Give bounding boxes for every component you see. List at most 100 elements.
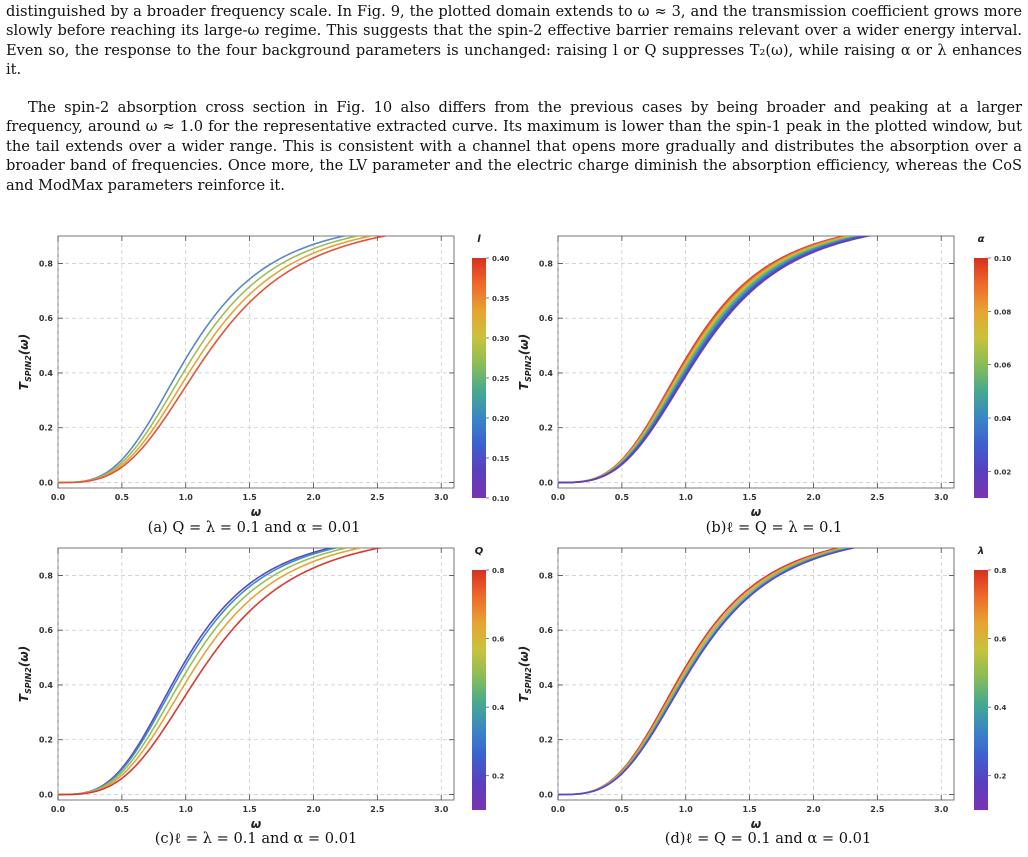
x-tick-label: 0.0 [51,493,66,502]
y-axis-label-main: T [17,381,31,390]
colorbar [974,258,988,498]
x-tick-label: 2.5 [870,493,885,502]
series-curve [58,236,376,484]
colorbar-tick-label: 0.02 [994,468,1011,476]
x-tick-label: 1.0 [179,805,194,814]
plot-panel-a: 0.0 0.5 1.0 1.5 2.0 2.5 3.0 0.0 0.2 0.4 0.6 0.8 ω TSP… [17,234,509,519]
colorbar-tick-label: 0.6 [994,636,1007,644]
y-axis-label-main: T [17,693,31,702]
caption-c: (c)ℓ = λ = 0.1 and α = 0.01 [154,830,358,847]
y-tick-label: 0.2 [539,424,553,433]
x-tick-label: 2.0 [806,805,821,814]
x-tick-label: 3.0 [934,493,949,502]
colorbar-tick-label: 0.8 [994,567,1007,575]
x-tick-label: 1.0 [679,493,694,502]
y-tick-label: 0.2 [39,424,53,433]
y-tick-label: 0.0 [39,479,54,488]
y-axis-label-main: T [517,693,531,702]
y-tick-label: 0.6 [39,314,54,323]
y-axis-label: TSPIN2(ω) [517,646,533,702]
x-tick-label: 1.5 [243,493,258,502]
y-axis-label-arg: (ω) [17,334,31,355]
series-curve [58,548,384,796]
colorbar-tick-label: 0.15 [492,455,509,463]
colorbar-tick-label: 0.25 [492,375,509,383]
colorbar-tick-label: 0.06 [994,362,1011,370]
x-tick-label: 1.5 [743,805,758,814]
x-tick-label: 3.0 [934,805,949,814]
x-tick-label: 1.0 [679,805,694,814]
series-curve [58,236,348,484]
y-axis-label-sub: SPIN2 [24,667,33,694]
caption-a: (a) Q = λ = 0.1 and α = 0.01 [147,519,361,536]
x-axis-label: ω [751,505,762,519]
x-tick-label: 0.5 [115,805,130,814]
y-axis-label-arg: (ω) [517,334,531,355]
y-tick-label: 0.6 [539,626,554,635]
colorbar-tick-label: 0.08 [994,308,1011,316]
plot-panel-d: 0.0 0.5 1.0 1.5 2.0 2.5 3.0 0.0 0.2 0.4 0.6 0.8 ω TSP… [517,546,1007,831]
colorbar-tick-label: 0.6 [492,636,505,644]
y-tick-label: 0.8 [39,571,54,580]
colorbar-tick-label: 0.10 [492,495,509,503]
y-axis-label-sub: SPIN2 [24,355,33,382]
series-curve [58,236,362,484]
colorbar-title: α [978,234,985,245]
plot-frame [57,547,455,801]
series-curve [58,548,334,796]
x-axis-label: ω [751,817,762,831]
series-curve [58,548,365,796]
series-curve [558,236,873,484]
paragraph-1: distinguished by a broader frequency sca… [6,3,1022,79]
caption-d: (d)ℓ = Q = 0.1 and α = 0.01 [664,830,872,847]
x-tick-label: 1.5 [743,493,758,502]
y-tick-label: 0.8 [39,259,54,268]
y-tick-label: 0.6 [39,626,54,635]
y-tick-label: 0.4 [39,681,54,690]
x-axis-label: ω [251,817,262,831]
colorbar [472,570,486,810]
caption-b: (b)ℓ = Q = λ = 0.1 [705,519,843,536]
colorbar [472,258,486,498]
y-tick-label: 0.0 [539,479,554,488]
x-tick-label: 2.5 [370,493,385,502]
colorbar-title: λ [977,546,984,557]
y-axis-label-sub: SPIN2 [524,355,533,382]
y-axis-label-arg: (ω) [17,646,31,667]
colorbar-tick-label: 0.2 [492,773,505,781]
plot-panel-c: 0.0 0.5 1.0 1.5 2.0 2.5 3.0 0.0 0.2 0.4 0.6 0.8 ω TSP… [17,546,505,831]
x-tick-label: 1.5 [243,805,258,814]
y-tick-label: 0.8 [539,259,554,268]
colorbar-tick-label: 0.35 [492,295,509,303]
y-tick-label: 0.0 [39,791,54,800]
y-tick-label: 0.0 [539,791,554,800]
y-tick-label: 0.6 [539,314,554,323]
plot-frame [57,235,455,489]
series-curve [58,236,389,484]
colorbar-tick-label: 0.2 [994,773,1007,781]
series-curve [58,548,351,796]
x-tick-label: 2.0 [306,493,321,502]
x-axis-label: ω [251,505,262,519]
colorbar-title: l [477,234,481,245]
colorbar-tick-label: 0.40 [492,255,509,263]
x-tick-label: 3.0 [434,493,449,502]
x-tick-label: 3.0 [434,805,449,814]
y-axis-label-arg: (ω) [517,646,531,667]
y-tick-label: 0.8 [539,571,554,580]
y-tick-label: 0.4 [39,369,54,378]
x-tick-label: 0.5 [615,493,630,502]
y-axis-label: TSPIN2(ω) [17,334,33,390]
plot-panel-b: 0.0 0.5 1.0 1.5 2.0 2.5 3.0 0.0 0.2 0.4 0.6 0.8 ω TSP… [517,234,1011,519]
x-tick-label: 2.0 [806,493,821,502]
colorbar-tick-label: 0.04 [994,415,1011,423]
series-curve [58,548,340,796]
x-tick-label: 2.5 [370,805,385,814]
y-tick-label: 0.2 [39,736,53,745]
y-axis-label: TSPIN2(ω) [17,646,33,702]
y-tick-label: 0.2 [539,736,553,745]
paragraph-2: The spin-2 absorption cross section in F… [6,99,1022,194]
colorbar-tick-label: 0.4 [994,704,1007,712]
x-tick-label: 0.0 [551,493,566,502]
colorbar-tick-label: 0.10 [994,255,1011,263]
